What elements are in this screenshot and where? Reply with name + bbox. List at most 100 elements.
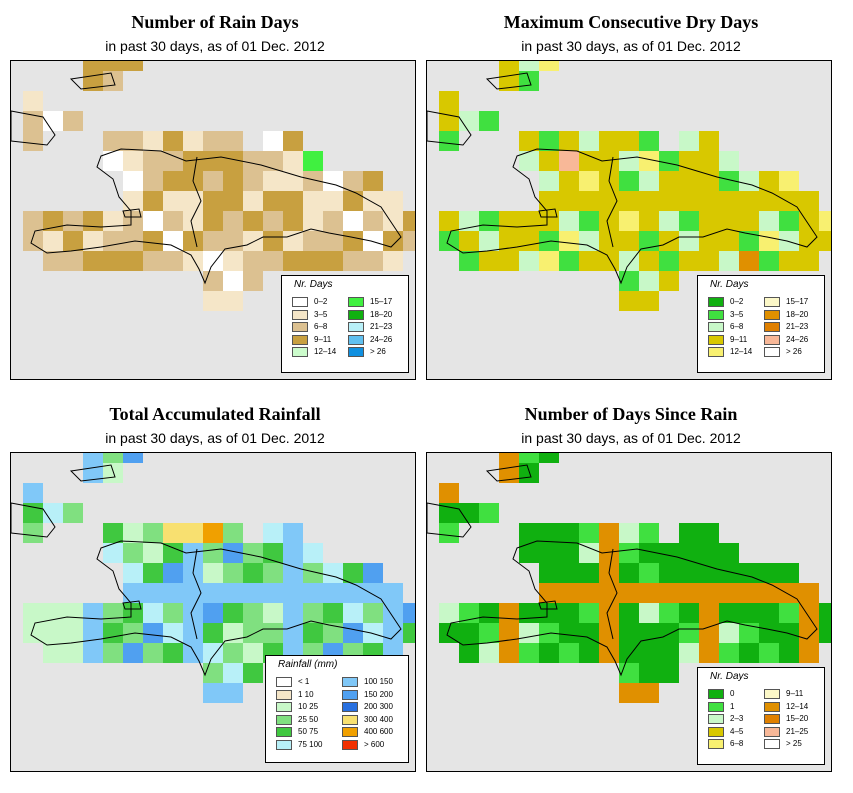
grid-cell [203,683,223,703]
panel-title: Maximum Consecutive Dry Days [503,12,759,32]
grid-cell [699,563,719,583]
grid-cell [639,523,659,543]
grid-cell [499,453,519,463]
legend-swatch [276,677,292,687]
grid-cell [819,623,831,643]
grid-cell [43,251,63,271]
panel-title: Total Accumulated Rainfall [109,404,321,424]
grid-cell [659,543,679,563]
legend-label: > 26 [786,347,802,356]
grid-cell [223,251,243,271]
grid-cell [23,211,43,231]
grid-cell [499,623,519,643]
grid-cell [699,191,719,211]
grid-cell [559,231,579,251]
grid-cell [779,603,799,623]
grid-cell [263,231,283,251]
grid-cell [223,643,243,663]
grid-cell [383,251,403,271]
grid-cell [283,211,303,231]
legend-title: Nr. Days [710,671,749,682]
grid-cell [303,171,323,191]
grid-cell [223,623,243,643]
coastline-fragment [485,72,532,90]
grid-cell [183,191,203,211]
grid-cell [183,543,203,563]
legend-swatch [292,322,308,332]
grid-cell [579,523,599,543]
grid-cell [103,453,123,463]
legend-label: 24–26 [370,334,393,344]
grid-cell [719,623,739,643]
grid-cell [619,563,639,583]
grid-cell [499,603,519,623]
grid-cell [143,231,163,251]
grid-cell [283,583,303,603]
grid-cell [263,211,283,231]
grid-cell [639,171,659,191]
grid-cell [223,171,243,191]
grid-cell [243,251,263,271]
grid-cell [223,543,243,563]
grid-cell [123,643,143,663]
grid-cell [143,543,163,563]
grid-cell [679,603,699,623]
grid-cell [103,623,123,643]
coastline [30,540,402,677]
grid-cell [383,603,403,623]
grid-cell [183,251,203,271]
grid-cell [283,623,303,643]
grid-cell [619,251,639,271]
grid-cell [83,231,103,251]
grid-cell [579,211,599,231]
grid-cell [263,191,283,211]
grid-cell [123,583,143,603]
grid-cell [143,251,163,271]
grid-cell [619,643,639,663]
grid-cell [403,231,415,251]
legend-swatch [708,347,724,357]
grid-cell [639,663,659,683]
grid-cell [43,211,63,231]
grid-cell [639,191,659,211]
grid-cell [559,543,579,563]
grid-cell [343,623,363,643]
grid-cell [143,211,163,231]
grid-cell [223,191,243,211]
grid-cell [819,603,831,623]
grid-cell [799,251,819,271]
grid-cell [559,603,579,623]
legend-label: 150 200 [364,689,393,699]
grid-cell [639,643,659,663]
grid-cell [243,643,263,663]
legend-swatch [708,701,724,712]
legend: Nr. Days 0 1 2–3 4–5 6–8 9–11 12–14 15–20 21–25 >… [697,667,825,765]
legend-swatch [276,739,292,750]
grid-cell [619,291,639,311]
legend-label: 1 [730,701,735,711]
grid-cell [203,603,223,623]
legend-label: 18–20 [786,309,809,319]
grid-cell [699,583,719,603]
grid-cell [123,251,143,271]
grid-cell [719,543,739,563]
coastline-fragment [485,464,532,482]
grid-cell [599,643,619,663]
legend-swatch [342,702,358,712]
grid-cell [559,211,579,231]
grid-cell [759,211,779,231]
grid-cell [759,171,779,191]
grid-cell [819,211,831,231]
grid-cell [719,251,739,271]
grid-cell [759,583,779,603]
legend-swatch [708,714,724,724]
legend-label: 12–14 [314,347,337,356]
grid-cell [739,191,759,211]
grid-cell [383,211,403,231]
legend-swatch [342,739,358,750]
coastline-fragment [538,208,558,218]
grid-cell [639,131,659,151]
grid-cell [63,603,83,623]
panel-subtitle: in past 30 days, as of 01 Dec. 2012 [105,38,325,54]
grid-cell [203,643,223,663]
